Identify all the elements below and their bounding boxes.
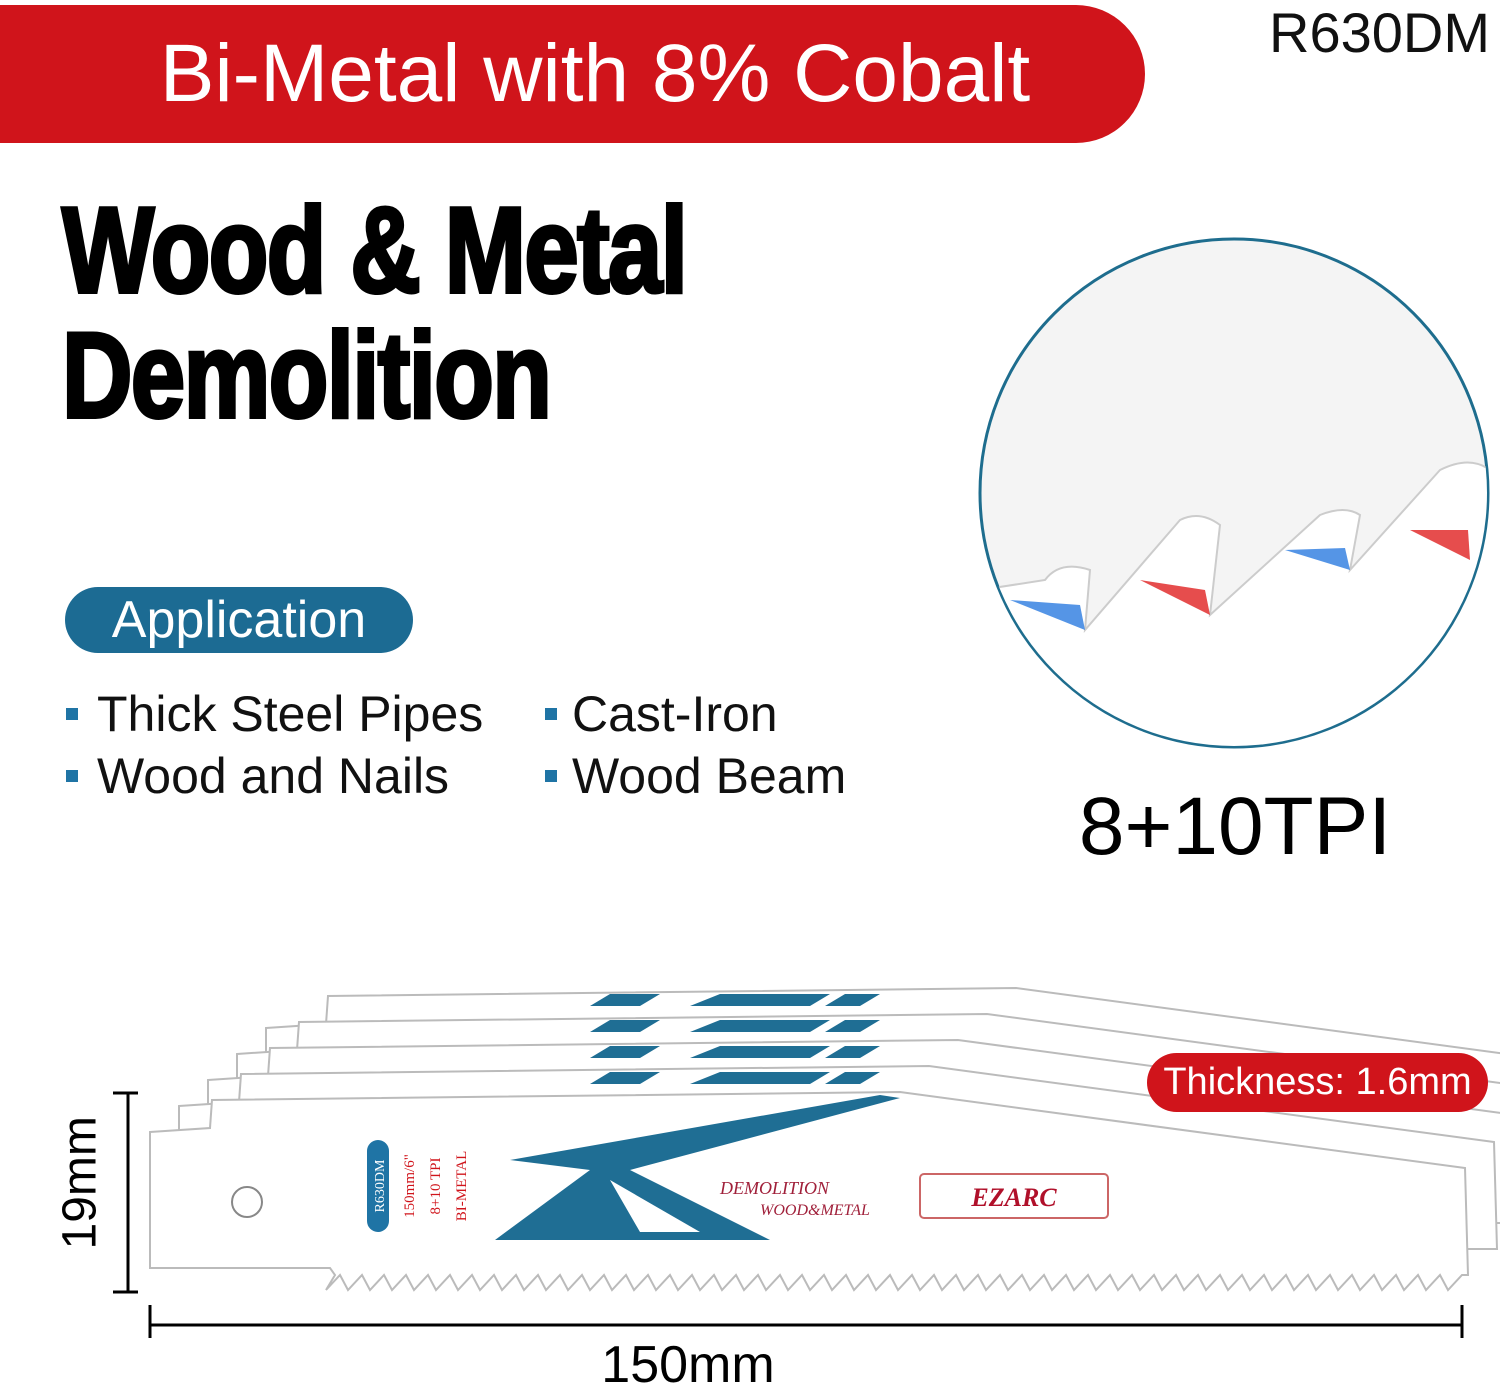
blade-shape bbox=[149, 1090, 1470, 1292]
teeth-zoom bbox=[981, 461, 1487, 746]
bullet bbox=[66, 708, 78, 720]
blade-text: BI-METAL bbox=[454, 1151, 470, 1221]
application-item: Thick Steel Pipes bbox=[97, 686, 484, 742]
application-item: Wood and Nails bbox=[97, 748, 450, 804]
tpi: 8+10TPI bbox=[1078, 781, 1392, 872]
blade-text: R630DM bbox=[373, 1159, 388, 1212]
banner bbox=[0, 5, 1145, 143]
thickness-label: Thickness: 1.6mm bbox=[1147, 1053, 1488, 1112]
brand-box bbox=[919, 1173, 1109, 1219]
heading: Demolition bbox=[60, 305, 553, 445]
application-item: Wood Beam bbox=[572, 748, 847, 804]
model-code: R630DM bbox=[1269, 1, 1490, 64]
bullet bbox=[545, 708, 557, 720]
blade-text: DEMOLITION bbox=[719, 1178, 830, 1198]
length-label: 150mm bbox=[601, 1336, 775, 1391]
blade-tag bbox=[367, 1140, 389, 1232]
blade-shape bbox=[495, 1095, 900, 1240]
brand: EZARC bbox=[970, 1183, 1057, 1212]
bullet bbox=[545, 770, 557, 782]
blade-text: WOOD&METAL bbox=[760, 1202, 870, 1219]
blade-shape bbox=[590, 1046, 880, 1058]
blades bbox=[149, 986, 1500, 1292]
application-label: Application bbox=[65, 587, 413, 653]
banner-title: Bi-Metal with 8% Cobalt bbox=[159, 28, 1031, 119]
blade-shape bbox=[610, 1180, 700, 1232]
blade-text: 150mm/6" bbox=[402, 1154, 418, 1218]
bullet bbox=[66, 770, 78, 782]
blade-text: 8+10 TPI bbox=[428, 1158, 444, 1215]
blade-shape bbox=[231, 1186, 263, 1218]
blade-shape bbox=[590, 1020, 880, 1032]
height-label: 19mm bbox=[53, 1116, 107, 1250]
blade-shape bbox=[590, 994, 880, 1006]
application-item: Cast-Iron bbox=[572, 686, 778, 742]
blade-shape bbox=[590, 1072, 880, 1084]
heading: Wood & Metal bbox=[60, 180, 689, 320]
